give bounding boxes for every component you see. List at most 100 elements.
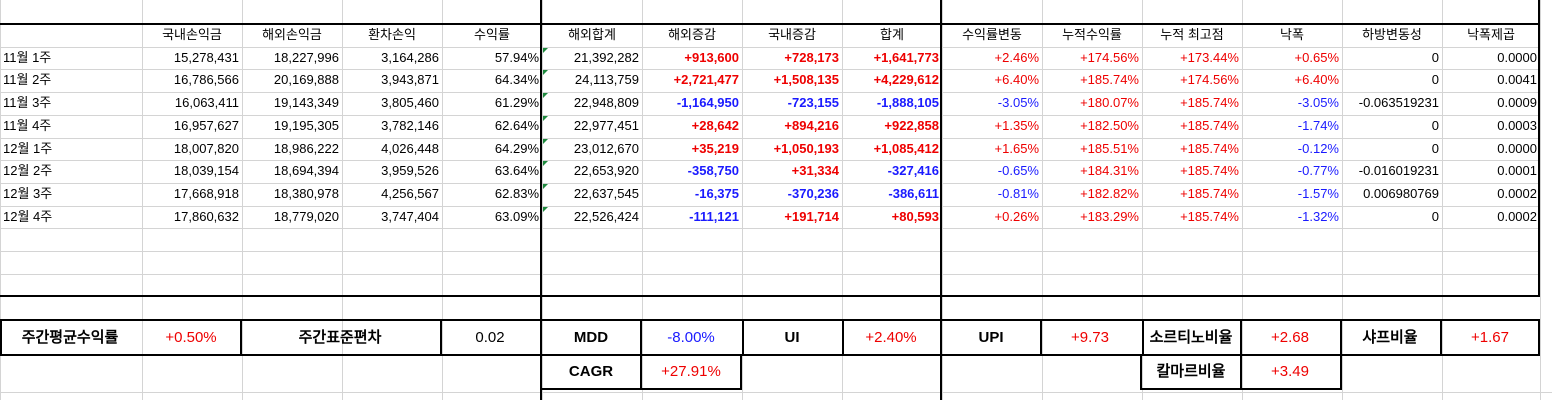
row-label[interactable]: 12월 2주	[3, 163, 53, 178]
row-label[interactable]: 11월 1주	[3, 50, 52, 65]
table-cell[interactable]: -370,236	[787, 186, 839, 201]
table-cell[interactable]: -3.05%	[997, 95, 1039, 110]
table-cell[interactable]: 0.0002	[1497, 186, 1537, 201]
table-cell[interactable]: 3,747,404	[381, 209, 439, 224]
table-cell[interactable]: +913,600	[684, 50, 739, 65]
table-cell[interactable]: +185.74%	[1180, 118, 1239, 133]
table-cell[interactable]: +31,334	[791, 163, 839, 178]
table-cell[interactable]: 64.34%	[494, 72, 539, 87]
column-header[interactable]: 국내손익금	[162, 27, 222, 42]
table-cell[interactable]: +728,173	[784, 50, 839, 65]
row-label[interactable]: 11월 4주	[3, 118, 52, 133]
table-cell[interactable]: 0	[1431, 209, 1439, 224]
mdd-label[interactable]: MDD	[573, 329, 609, 346]
table-cell[interactable]: 15,278,431	[173, 50, 239, 65]
table-cell[interactable]: 4,256,567	[381, 186, 439, 201]
table-cell[interactable]: 0	[1431, 118, 1439, 133]
table-cell[interactable]: 0.0000	[1497, 141, 1537, 156]
calmar-value[interactable]: +3.49	[1271, 363, 1309, 380]
table-cell[interactable]: +185.74%	[1180, 163, 1239, 178]
table-cell[interactable]: 22,526,424	[573, 209, 639, 224]
column-header[interactable]: 누적수익률	[1062, 27, 1122, 42]
table-cell[interactable]: +6.40%	[994, 72, 1039, 87]
weekly-avg-return-value[interactable]: +0.50%	[165, 329, 217, 346]
table-cell[interactable]: 61.29%	[494, 95, 539, 110]
table-cell[interactable]: 3,959,526	[381, 163, 439, 178]
upi-value[interactable]: +9.73	[1071, 329, 1109, 346]
column-header[interactable]: 해외증감	[668, 27, 716, 42]
table-cell[interactable]: +1,641,773	[873, 50, 939, 65]
table-cell[interactable]: +80,593	[891, 209, 939, 224]
table-cell[interactable]: -1.74%	[1297, 118, 1339, 133]
table-cell[interactable]: +1.35%	[994, 118, 1039, 133]
weekly-std-label[interactable]: 주간표준편차	[298, 329, 382, 346]
table-cell[interactable]: +1,085,412	[873, 141, 939, 156]
table-cell[interactable]: 3,943,871	[381, 72, 439, 87]
table-cell[interactable]: 19,195,305	[273, 118, 339, 133]
table-cell[interactable]: 0.006980769	[1363, 186, 1439, 201]
table-cell[interactable]: 17,860,632	[173, 209, 239, 224]
table-cell[interactable]: +35,219	[691, 141, 739, 156]
cagr-value[interactable]: +27.91%	[661, 363, 721, 380]
table-cell[interactable]: +185.74%	[1180, 141, 1239, 156]
table-cell[interactable]: -111,121	[689, 209, 739, 224]
table-cell[interactable]: 18,694,394	[273, 163, 339, 178]
table-cell[interactable]: -1.32%	[1297, 209, 1339, 224]
table-cell[interactable]: 18,986,222	[273, 141, 339, 156]
table-cell[interactable]: -358,750	[687, 163, 739, 178]
table-cell[interactable]: -0.81%	[997, 186, 1039, 201]
table-cell[interactable]: +180.07%	[1080, 95, 1139, 110]
table-cell[interactable]: 23,012,670	[573, 141, 639, 156]
table-cell[interactable]: +173.44%	[1180, 50, 1239, 65]
table-cell[interactable]: 22,948,809	[573, 95, 639, 110]
ui-value[interactable]: +2.40%	[865, 329, 917, 346]
table-cell[interactable]: +191,714	[784, 209, 839, 224]
column-header[interactable]: 국내증감	[768, 27, 816, 42]
column-header[interactable]: 누적 최고점	[1160, 27, 1224, 42]
sortino-label[interactable]: 소르티노비율	[1149, 329, 1233, 346]
table-cell[interactable]: 18,007,820	[173, 141, 239, 156]
table-cell[interactable]: -327,416	[887, 163, 939, 178]
table-cell[interactable]: 18,380,978	[273, 186, 339, 201]
table-cell[interactable]: 18,227,996	[273, 50, 339, 65]
table-cell[interactable]: 0.0009	[1497, 95, 1537, 110]
table-cell[interactable]: -1,164,950	[676, 95, 739, 110]
table-cell[interactable]: +0.65%	[1294, 50, 1339, 65]
table-cell[interactable]: +174.56%	[1080, 50, 1139, 65]
table-cell[interactable]: 24,113,759	[574, 72, 639, 87]
table-cell[interactable]: 3,164,286	[381, 50, 439, 65]
sharpe-label[interactable]: 샤프비율	[1362, 329, 1418, 346]
table-cell[interactable]: 17,668,918	[173, 186, 239, 201]
table-cell[interactable]: -723,155	[787, 95, 839, 110]
table-cell[interactable]: 16,957,627	[173, 118, 239, 133]
table-cell[interactable]: -3.05%	[1297, 95, 1339, 110]
column-header[interactable]: 낙폭	[1280, 27, 1304, 42]
upi-label[interactable]: UPI	[978, 329, 1004, 346]
table-cell[interactable]: +1.65%	[994, 141, 1039, 156]
column-header[interactable]: 환차손익	[368, 27, 416, 42]
table-cell[interactable]: +183.29%	[1080, 209, 1139, 224]
table-cell[interactable]: -0.016019231	[1358, 163, 1439, 178]
table-cell[interactable]: -0.063519231	[1358, 95, 1439, 110]
column-header[interactable]: 낙폭제곱	[1467, 27, 1515, 42]
table-cell[interactable]: +922,858	[884, 118, 939, 133]
table-cell[interactable]: +6.40%	[1294, 72, 1339, 87]
table-cell[interactable]: +2,721,477	[673, 72, 739, 87]
table-cell[interactable]: 62.64%	[494, 118, 539, 133]
table-cell[interactable]: +1,508,135	[773, 72, 839, 87]
table-cell[interactable]: +2.46%	[994, 50, 1039, 65]
table-cell[interactable]: 63.09%	[494, 209, 539, 224]
row-label[interactable]: 11월 3주	[3, 95, 52, 110]
table-cell[interactable]: +185.74%	[1180, 209, 1239, 224]
table-cell[interactable]: 4,026,448	[381, 141, 439, 156]
table-cell[interactable]: +185.51%	[1080, 141, 1139, 156]
table-cell[interactable]: 64.29%	[494, 141, 539, 156]
table-cell[interactable]: +894,216	[784, 118, 839, 133]
table-cell[interactable]: 0.0000	[1497, 50, 1537, 65]
table-cell[interactable]: 0	[1431, 50, 1439, 65]
table-cell[interactable]: -16,375	[694, 186, 739, 201]
table-cell[interactable]: +185.74%	[1180, 186, 1239, 201]
weekly-avg-return-label[interactable]: 주간평균수익률	[21, 329, 119, 346]
table-cell[interactable]: -1,888,105	[876, 95, 939, 110]
calmar-label[interactable]: 칼마르비율	[1156, 363, 1226, 380]
